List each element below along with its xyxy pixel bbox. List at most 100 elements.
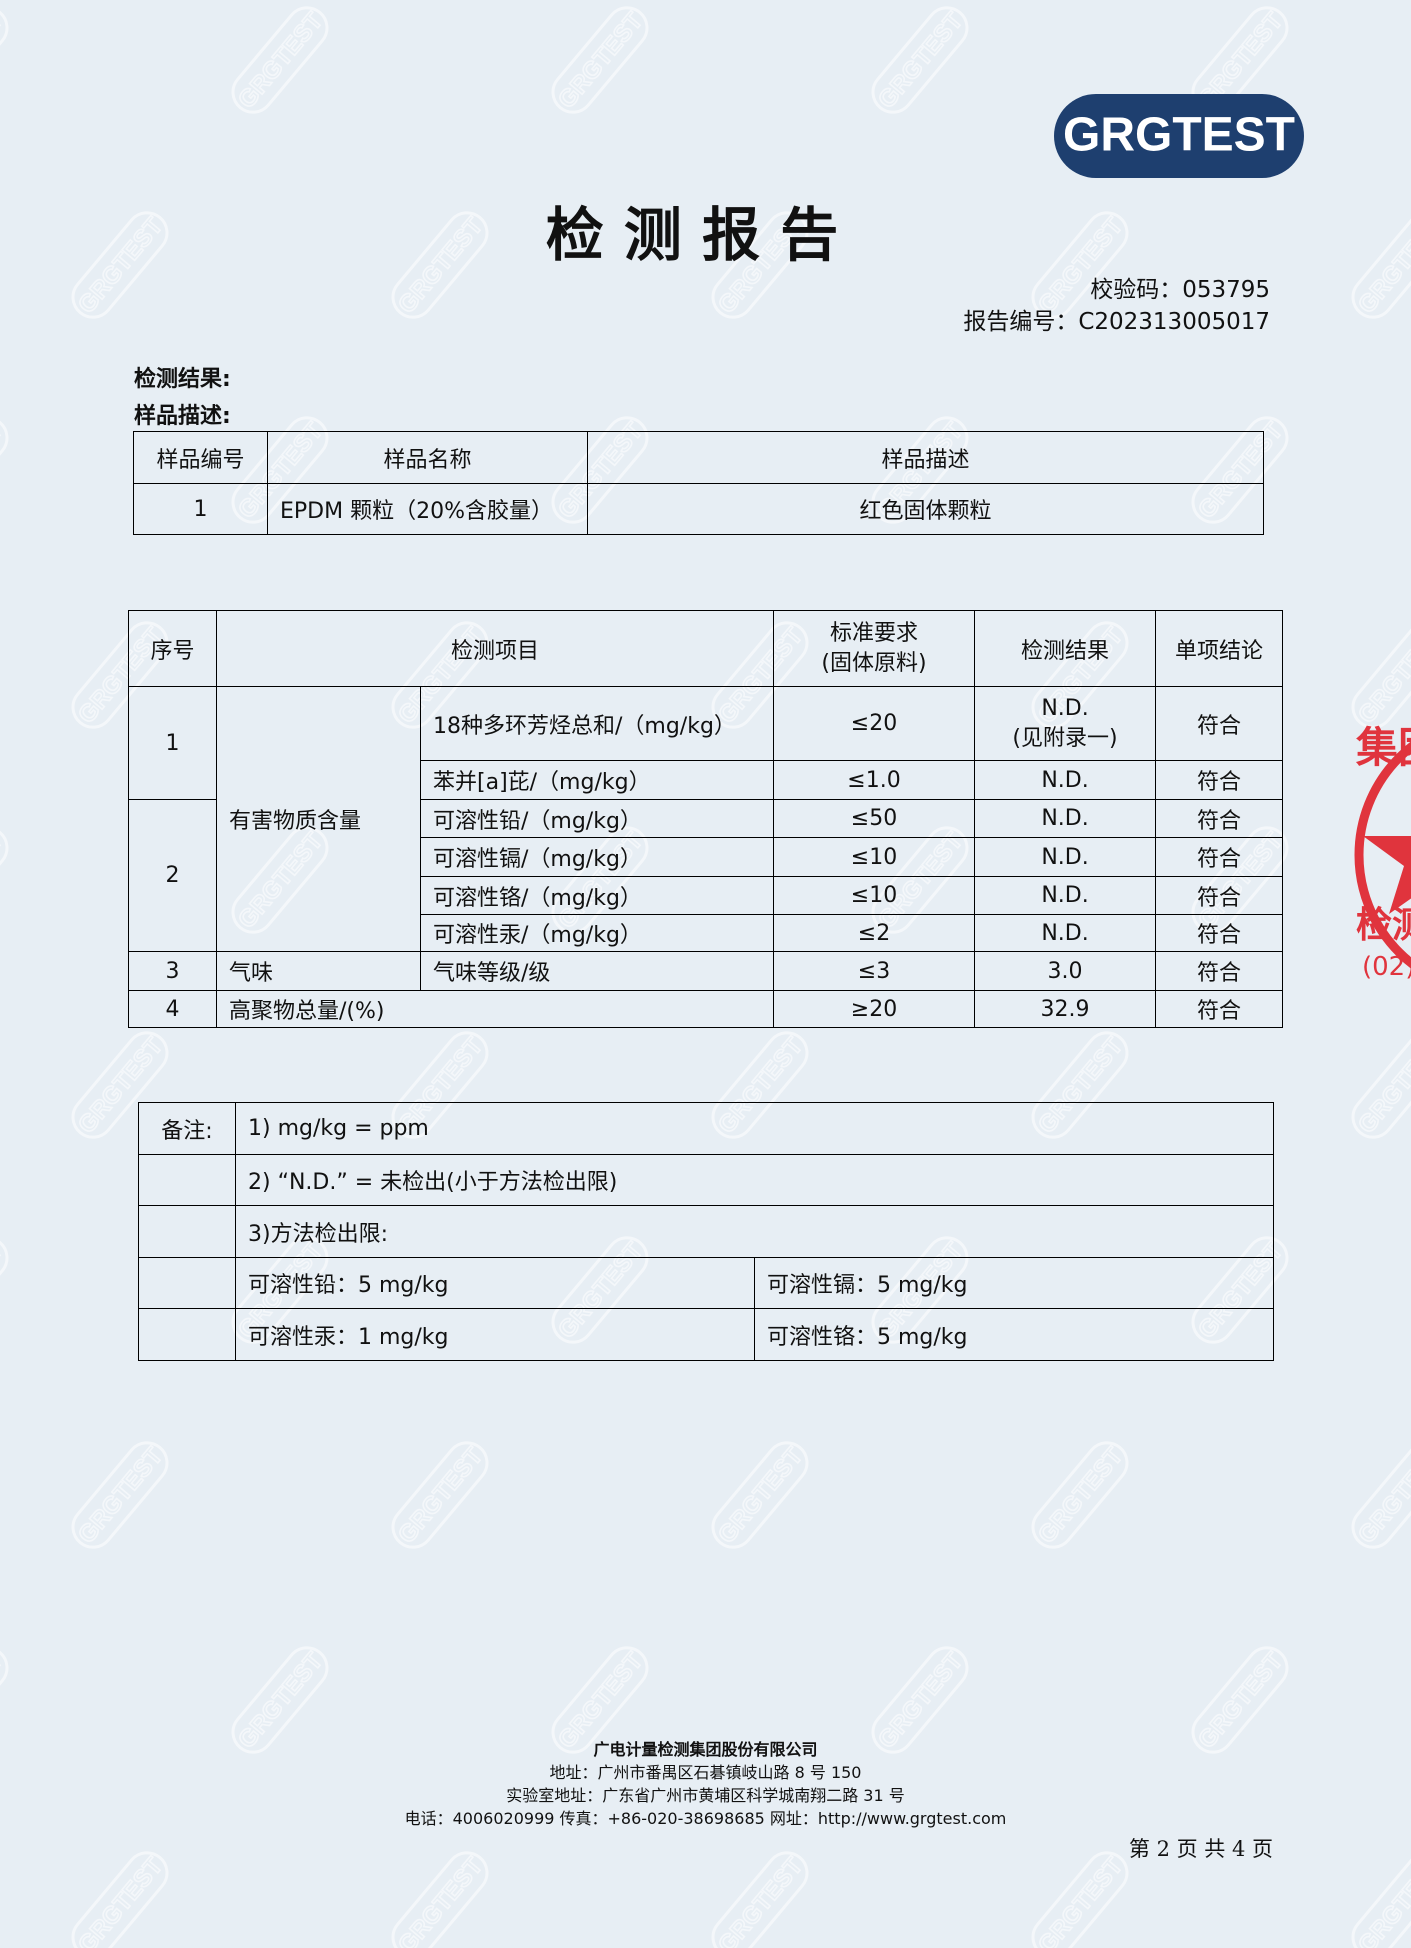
cell: N.D.	[974, 760, 1157, 800]
watermark: GRGTEST	[71, 1851, 169, 1948]
results-table: 序号 检测项目 标准要求 (固体原料) 检测结果 单项结论 1 有害物质含量 18…	[128, 610, 1284, 1028]
cell: 符合	[1155, 799, 1284, 838]
cell: N.D.	[974, 837, 1157, 877]
cell: 符合	[1155, 990, 1284, 1028]
footer-address: 地址：广州市番禺区石碁镇岐山路 8 号 150	[549, 1763, 862, 1782]
watermark-outline	[71, 1441, 169, 1549]
watermark-outline	[71, 1851, 169, 1948]
header-line: 标准要求	[830, 620, 919, 646]
watermark-text: GRGTEST	[1353, 1852, 1411, 1948]
watermark: GRGTEST	[71, 1441, 169, 1549]
watermark-outline	[711, 1441, 809, 1549]
watermark: GRGTEST	[1351, 1031, 1411, 1139]
watermark-outline	[0, 826, 9, 934]
watermark-text: GRGTEST	[233, 7, 328, 113]
seal-text: 检测专	[1356, 905, 1411, 946]
watermark-text: GRGTEST	[0, 1237, 8, 1343]
watermark-text: GRGTEST	[73, 1442, 168, 1548]
watermark-text: GRGTEST	[713, 1442, 808, 1548]
watermark-text: GRGTEST	[873, 7, 968, 113]
watermark: GRGTEST	[711, 1441, 809, 1549]
cell: 有害物质含量	[216, 686, 421, 952]
row: 苯并[a]芘/（mg/kg） ≤1.0 N.D. 符合	[129, 760, 1284, 800]
cell: 1	[133, 483, 268, 535]
header-cell: 样品编号	[133, 431, 268, 484]
cell: 1	[128, 686, 217, 800]
row: 可溶性镉/（mg/kg） ≤10 N.D. 符合	[129, 837, 1284, 877]
watermark-text: GRGTEST	[1033, 1852, 1128, 1948]
cell: N.D.	[974, 799, 1157, 838]
seal-star	[1363, 836, 1411, 914]
cell: 4	[128, 990, 217, 1028]
cell: 符合	[1155, 914, 1284, 952]
cell	[138, 1154, 236, 1206]
watermark: GRGTEST	[0, 1236, 9, 1344]
cell: EPDM 颗粒（20%含胶量）	[267, 483, 588, 535]
logo-text: GRGTEST	[1063, 109, 1295, 162]
watermark-text: GRGTEST	[0, 7, 8, 113]
note: 3)方法检出限:	[235, 1205, 1274, 1258]
seal-text: 集团	[1355, 723, 1411, 772]
limit: 可溶性铬：5 mg/kg	[754, 1308, 1274, 1361]
cell	[138, 1205, 236, 1258]
watermark: GRGTEST	[871, 6, 969, 114]
logo-badge	[1054, 94, 1304, 178]
cell: 可溶性铅/（mg/kg）	[419, 799, 775, 838]
watermark-text: GRGTEST	[0, 417, 8, 523]
logo: GRGTEST	[1054, 94, 1304, 178]
section-heading: 样品描述:	[134, 404, 231, 429]
header-cell: 样品名称	[267, 431, 588, 484]
watermark-text: GRGTEST	[1353, 1032, 1411, 1138]
cell: 18种多环芳烃总和/（mg/kg）	[419, 686, 775, 761]
watermark-outline	[391, 1851, 489, 1948]
watermark: GRGTEST	[231, 6, 329, 114]
watermark: GRGTEST	[0, 416, 9, 524]
row: 可溶性铅：5 mg/kg 可溶性镉：5 mg/kg	[138, 1257, 1274, 1309]
watermark-outline	[1351, 1031, 1411, 1139]
seal-ring	[1354, 741, 1411, 969]
watermark-text: GRGTEST	[393, 1442, 488, 1548]
watermark-outline	[1351, 621, 1411, 729]
row: 可溶性铬/（mg/kg） ≤10 N.D. 符合	[129, 876, 1284, 915]
watermark-outline	[551, 6, 649, 114]
header-row: 样品编号 样品名称 样品描述	[133, 431, 1264, 484]
watermark: GRGTEST	[1031, 1441, 1129, 1549]
watermark: GRGTEST	[0, 6, 9, 114]
watermark-outline	[871, 6, 969, 114]
cell: 可溶性铬/（mg/kg）	[419, 876, 775, 915]
watermark-outline	[0, 416, 9, 524]
row: 3)方法检出限:	[138, 1205, 1274, 1258]
watermark-outline	[0, 1236, 9, 1344]
watermark-outline	[1351, 1851, 1411, 1948]
cell: 符合	[1155, 760, 1284, 800]
footer-contact: 电话：4006020999 传真：+86-020-38698685 网址：htt…	[404, 1809, 1007, 1828]
cell: 32.9	[974, 990, 1157, 1028]
cell: 符合	[1155, 876, 1284, 915]
cell-line: (见附录一)	[1012, 725, 1118, 751]
watermark-outline	[391, 1441, 489, 1549]
cell	[138, 1308, 236, 1361]
cell: 3.0	[974, 951, 1157, 991]
cell: ≤20	[773, 686, 976, 761]
cell: 气味	[216, 951, 421, 991]
watermark-text: GRGTEST	[393, 1852, 488, 1948]
note: 2) “N.D.” = 未检出(小于方法检出限)	[235, 1154, 1274, 1206]
cell: 可溶性汞/（mg/kg）	[419, 914, 775, 952]
watermark-text: GRGTEST	[553, 7, 648, 113]
section-heading: 检测结果:	[134, 367, 231, 392]
note: 1) mg/kg = ppm	[235, 1102, 1274, 1155]
cell: N.D. (见附录一)	[974, 686, 1157, 761]
watermark-text: GRGTEST	[1353, 622, 1411, 728]
watermark: GRGTEST	[1351, 621, 1411, 729]
notes-table: 备注: 1) mg/kg = ppm 2) “N.D.” = 未检出(小于方法检…	[138, 1102, 1274, 1361]
row: 2 可溶性铅/（mg/kg） ≤50 N.D. 符合	[128, 799, 1284, 952]
watermark-text: GRGTEST	[713, 1852, 808, 1948]
row: 1 EPDM 颗粒（20%含胶量） 红色固体颗粒	[133, 483, 1264, 535]
limit: 可溶性汞：1 mg/kg	[235, 1308, 755, 1361]
cell: N.D.	[974, 876, 1157, 915]
row: 可溶性汞：1 mg/kg 可溶性铬：5 mg/kg	[138, 1308, 1274, 1361]
header-cell: 序号	[128, 610, 217, 687]
sample-table: 样品编号 样品名称 样品描述 1 EPDM 颗粒（20%含胶量） 红色固体颗粒	[133, 431, 1264, 535]
row: 备注: 1) mg/kg = ppm	[138, 1102, 1274, 1155]
cell: 可溶性镉/（mg/kg）	[419, 837, 775, 877]
